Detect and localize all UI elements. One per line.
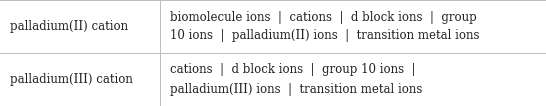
Text: palladium(II) cation: palladium(II) cation bbox=[10, 20, 128, 33]
Text: palladium(III) cation: palladium(III) cation bbox=[10, 73, 133, 86]
Text: cations  |  d block ions  |  group 10 ions  |
palladium(III) ions  |  transition: cations | d block ions | group 10 ions |… bbox=[170, 63, 422, 96]
Text: biomolecule ions  |  cations  |  d block ions  |  group
10 ions  |  palladium(II: biomolecule ions | cations | d block ion… bbox=[170, 10, 479, 43]
